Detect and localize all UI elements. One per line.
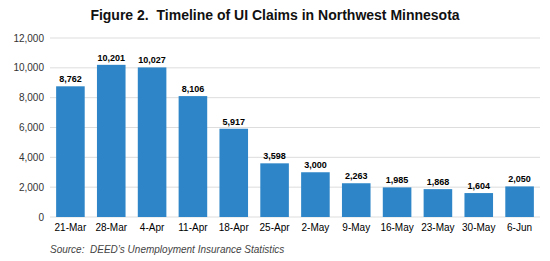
source-note: Source: DEED’s Unemployment Insurance St… xyxy=(50,244,284,255)
chart: Figure 2. Timeline of UI Claims in North… xyxy=(0,0,550,261)
data-label: 2,050 xyxy=(508,174,531,184)
data-label: 3,000 xyxy=(304,160,327,170)
y-axis: 0 2,000 4,000 6,000 8,000 10,000 12,000 xyxy=(13,33,44,223)
bar xyxy=(219,129,248,217)
y-tick-label: 2,000 xyxy=(19,182,44,193)
grid xyxy=(50,38,540,217)
data-label: 10,027 xyxy=(138,55,166,65)
bar xyxy=(342,183,371,217)
title: Figure 2. Timeline of UI Claims in North… xyxy=(90,7,459,23)
data-label: 1,868 xyxy=(427,177,450,187)
y-tick-label: 10,000 xyxy=(13,62,44,73)
bar xyxy=(301,172,330,217)
data-label: 10,201 xyxy=(97,53,125,63)
page: {"chart_data": {"type": "bar", "title": … xyxy=(0,0,550,261)
data-label: 2,263 xyxy=(345,171,368,181)
bar xyxy=(383,187,412,217)
data-labels: 8,762 10,201 10,027 8,106 5,917 3,598 3,000 2,2… xyxy=(59,53,531,191)
data-label: 8,106 xyxy=(182,84,205,94)
data-label: 8,762 xyxy=(59,74,82,84)
grid-line xyxy=(50,38,540,39)
bars xyxy=(56,65,534,217)
x-tick-label: 4-Apr xyxy=(140,222,165,233)
x-tick-label: 28-Mar xyxy=(95,222,127,233)
x-tick-label: 18-Apr xyxy=(219,222,250,233)
bar xyxy=(179,96,208,217)
x-tick-label: 9-May xyxy=(342,222,370,233)
x-tick-label: 16-May xyxy=(380,222,413,233)
y-tick-label: 6,000 xyxy=(19,122,44,133)
data-label: 1,604 xyxy=(467,181,490,191)
y-tick-label: 4,000 xyxy=(19,152,44,163)
x-tick-label: 6-Jun xyxy=(507,222,532,233)
bar xyxy=(424,189,453,217)
x-tick-label: 30-May xyxy=(462,222,495,233)
y-tick-label: 8,000 xyxy=(19,92,44,103)
bar xyxy=(97,65,126,217)
x-tick-label: 23-May xyxy=(421,222,454,233)
x-tick-label: 2-May xyxy=(302,222,330,233)
bar xyxy=(505,186,534,217)
y-tick-label: 12,000 xyxy=(13,33,44,44)
data-label: 5,917 xyxy=(222,117,245,127)
data-label: 3,598 xyxy=(263,151,286,161)
x-axis: 21-Mar 28-Mar 4-Apr 11-Apr 18-Apr 25-Apr 2-May… xyxy=(55,222,533,233)
x-tick-label: 21-Mar xyxy=(55,222,87,233)
x-tick-label: 25-Apr xyxy=(260,222,291,233)
data-label: 1,985 xyxy=(386,175,409,185)
bar xyxy=(138,67,167,217)
x-tick-label: 11-Apr xyxy=(178,222,208,233)
bar xyxy=(464,193,493,217)
y-tick-label: 0 xyxy=(38,212,44,223)
bar xyxy=(260,163,289,217)
bar xyxy=(56,86,85,217)
